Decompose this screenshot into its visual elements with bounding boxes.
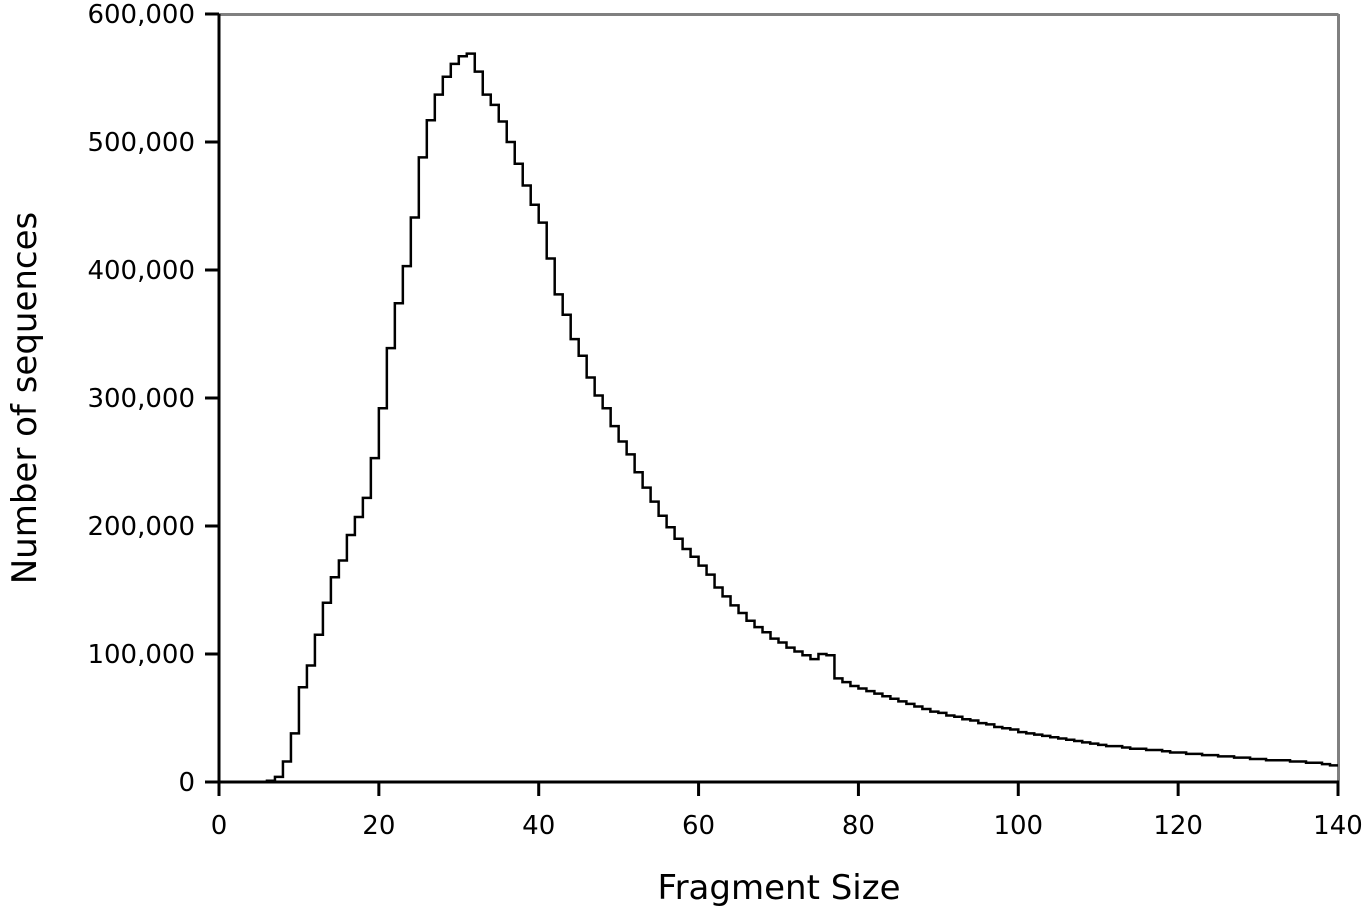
- x-axis-title: Fragment Size: [658, 868, 901, 908]
- y-axis-title: Number of sequences: [5, 212, 45, 585]
- x-tick-label: 40: [522, 811, 555, 841]
- y-tick-label: 100,000: [87, 640, 195, 670]
- histogram-step-line: [219, 52, 1338, 784]
- y-tick-label: 500,000: [87, 128, 195, 158]
- x-tick-label: 0: [211, 811, 228, 841]
- x-tick-label: 100: [993, 811, 1043, 841]
- x-tick-label: 80: [842, 811, 875, 841]
- x-tick-label: 140: [1313, 811, 1363, 841]
- x-axis-ticks: 0 20 40 60 80 100 120 140: [211, 782, 1363, 841]
- x-tick-label: 120: [1153, 811, 1203, 841]
- y-axis-ticks: 0 100,000 200,000 300,000 400,000 500,000 600,…: [87, 0, 219, 798]
- x-tick-label: 60: [682, 811, 715, 841]
- y-tick-label: 600,000: [87, 0, 195, 30]
- y-tick-label: 200,000: [87, 512, 195, 542]
- y-tick-label: 300,000: [87, 384, 195, 414]
- x-tick-label: 20: [362, 811, 395, 841]
- y-tick-label: 400,000: [87, 256, 195, 286]
- y-tick-label: 0: [178, 768, 195, 798]
